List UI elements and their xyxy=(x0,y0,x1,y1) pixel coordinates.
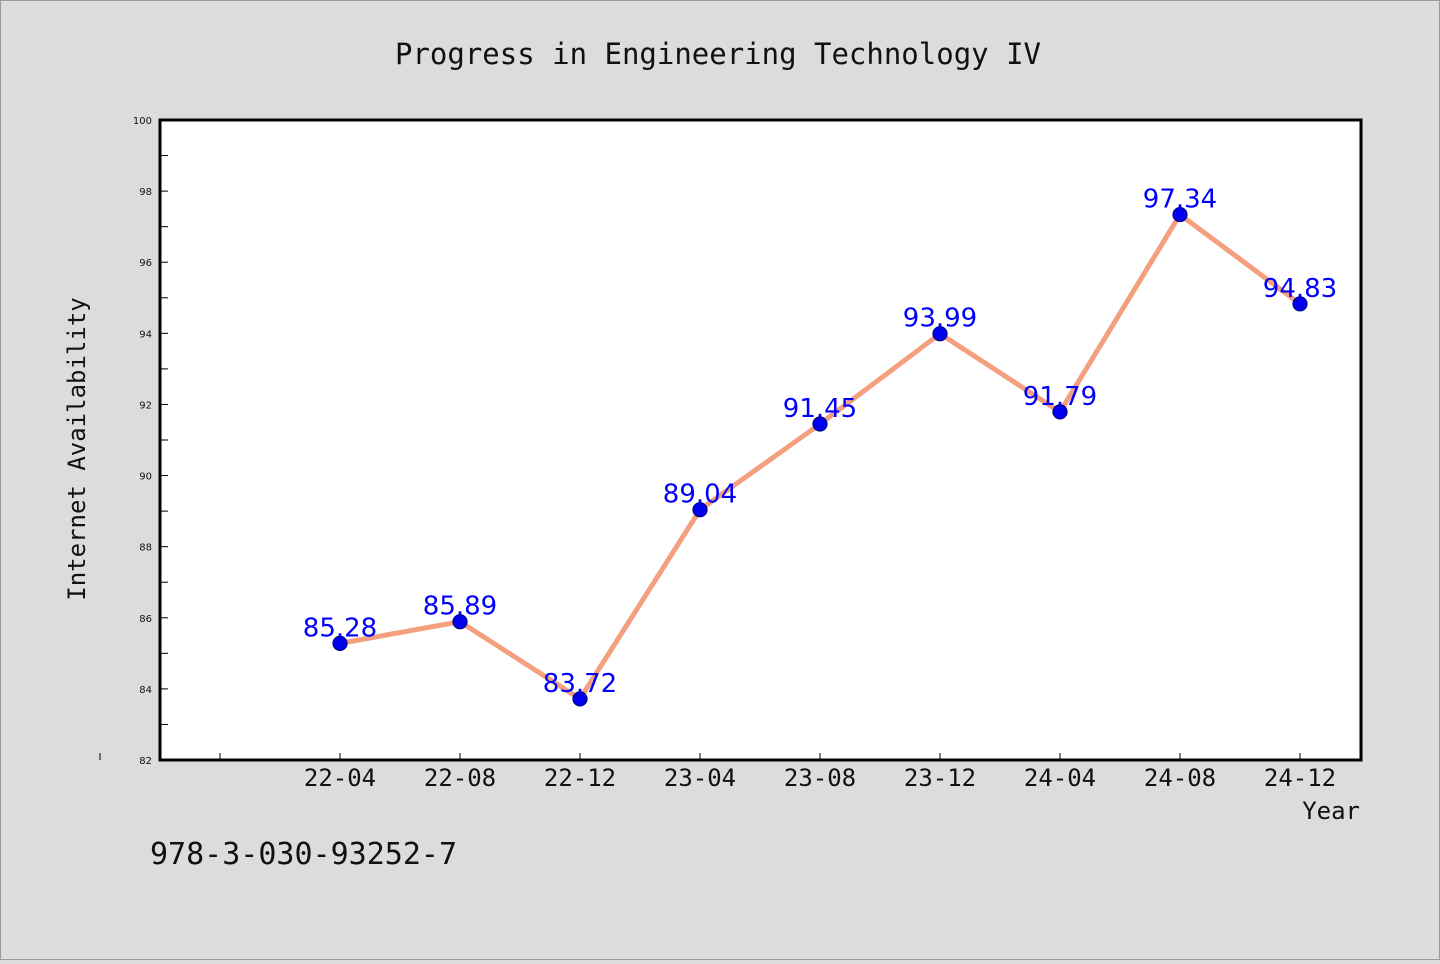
data-point xyxy=(1052,404,1068,420)
y-tick-label: 98 xyxy=(139,187,152,198)
data-point xyxy=(692,502,708,518)
x-axis: 22-04 22-08 22-12 23-04 23-08 23-12 24-04 24-08… xyxy=(99,753,1336,792)
data-label: 91.45 xyxy=(783,394,857,424)
y-tick-label: 86 xyxy=(139,614,152,625)
y-tick-label: 82 xyxy=(139,756,152,767)
x-tick-label: 22-12 xyxy=(544,764,616,792)
data-point xyxy=(332,635,348,651)
y-axis: 82 84 86 88 90 92 94 96 98 100 xyxy=(133,116,168,767)
y-tick-label: 92 xyxy=(139,400,152,411)
x-tick-label: 23-12 xyxy=(904,764,976,792)
series-layer: 85.28 85.89 83.72 89.04 91.45 93.99 91.79 97.34… xyxy=(303,185,1337,707)
x-tick-label: 22-04 xyxy=(304,764,376,792)
data-label: 97.34 xyxy=(1143,185,1217,215)
y-tick-label: 96 xyxy=(139,258,152,269)
y-tick-label: 100 xyxy=(133,116,152,127)
x-tick-label: 24-04 xyxy=(1024,764,1096,792)
x-tick-label: 23-08 xyxy=(784,764,856,792)
y-tick-label: 94 xyxy=(139,329,152,340)
chart-title: Progress in Engineering Technology IV xyxy=(395,37,1041,71)
x-tick-label: 23-04 xyxy=(664,764,736,792)
data-point xyxy=(1292,296,1308,312)
y-tick-label: 84 xyxy=(139,685,152,696)
x-tick-label: 24-08 xyxy=(1144,764,1216,792)
data-label: 85.89 xyxy=(423,592,497,622)
plot-area xyxy=(158,118,1363,762)
data-label: 91.79 xyxy=(1023,382,1097,412)
data-point xyxy=(452,614,468,630)
x-tick-label: 24-12 xyxy=(1264,764,1336,792)
y-tick-label: 90 xyxy=(139,472,152,483)
data-point xyxy=(812,416,828,432)
data-point xyxy=(932,326,948,342)
data-label: 94.83 xyxy=(1263,274,1337,304)
y-tick-label: 88 xyxy=(139,543,152,554)
x-tick-label: 22-08 xyxy=(424,764,496,792)
y-axis-label: Internet Availability xyxy=(63,297,91,600)
data-label: 89.04 xyxy=(663,480,737,510)
data-point xyxy=(572,691,588,707)
isbn-text: 978-3-030-93252-7 xyxy=(150,837,457,872)
data-label: 83.72 xyxy=(543,669,617,699)
data-point xyxy=(1172,206,1188,223)
data-label: 93.99 xyxy=(903,304,977,334)
data-label: 85.28 xyxy=(303,613,377,643)
x-axis-label: Year xyxy=(1302,797,1360,825)
